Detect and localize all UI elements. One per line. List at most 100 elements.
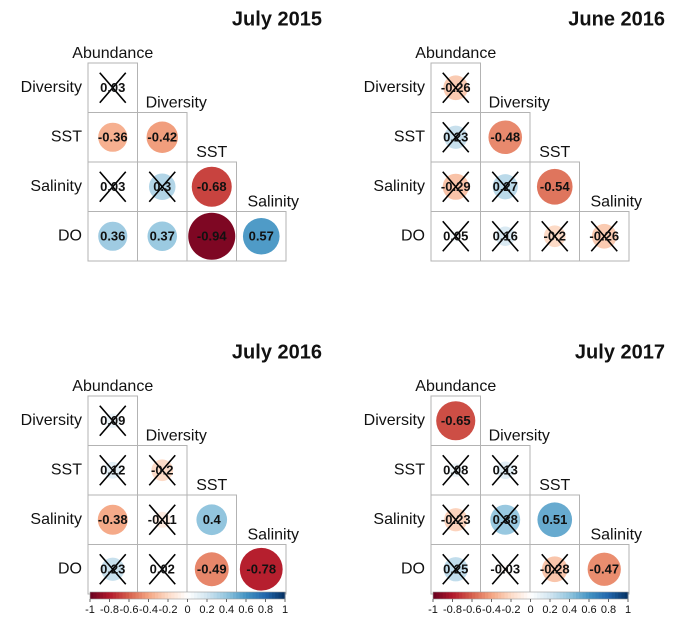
colorbar-segment (592, 592, 596, 599)
column-label: Abundance (72, 45, 153, 62)
insignificant-cross (442, 72, 470, 104)
colorbar-segment (436, 592, 440, 599)
colorbar-segment (255, 592, 260, 599)
correlation-label: -0.49 (197, 562, 227, 577)
colorbar-segment (472, 592, 476, 599)
column-label: Abundance (415, 378, 496, 395)
colorbar-segment (446, 592, 450, 599)
correlation-label: -0.03 (490, 562, 520, 577)
row-label: SST (51, 461, 82, 478)
colorbar-segment (498, 592, 502, 599)
colorbar-tick-label: 0.6 (581, 604, 596, 616)
colorbar-segment (556, 592, 561, 599)
row-label: SST (394, 128, 425, 145)
correlation-label: 0.57 (249, 229, 274, 244)
colorbar-segment (475, 592, 479, 599)
insignificant-cross (541, 220, 569, 252)
correlation-label: -0.26 (589, 229, 619, 244)
colorbar-segment (543, 592, 548, 599)
panel-title: June 2016 (568, 8, 665, 30)
colorbar-segment (161, 592, 166, 599)
colorbar-tick-label: 0 (184, 604, 190, 616)
colorbar-segment (90, 592, 94, 599)
correlation-label: 0.38 (493, 512, 518, 527)
colorbar-segment (96, 592, 101, 599)
colorbar-tick-label: -0.2 (502, 604, 521, 616)
insignificant-cross (491, 454, 519, 486)
correlation-label: -0.2 (151, 463, 173, 478)
colorbar-segment (563, 592, 567, 599)
colorbar-segment (618, 592, 622, 599)
colorbar-segment (116, 592, 120, 599)
column-label: Salinity (247, 527, 299, 544)
correlation-label: -0.2 (544, 229, 566, 244)
row-label: Salinity (373, 178, 425, 195)
correlation-label: 0.23 (443, 130, 468, 145)
colorbar-segment (236, 592, 240, 599)
insignificant-cross (148, 553, 176, 585)
colorbar-segment (200, 592, 205, 599)
colorbar-segment (142, 592, 146, 599)
colorbar-tick-label: 0.8 (258, 604, 273, 616)
correlation-label: 0.27 (493, 179, 518, 194)
correlation-label: -0.38 (98, 512, 128, 527)
row-label: SST (51, 128, 82, 145)
correlation-label: 0.37 (150, 229, 175, 244)
colorbar-segment (259, 592, 263, 599)
insignificant-cross (442, 454, 470, 486)
colorbar-segment (103, 592, 107, 599)
colorbar-segment (478, 592, 483, 599)
insignificant-cross (491, 220, 519, 252)
colorbar-segment (151, 592, 156, 599)
colorbar-segment (109, 592, 114, 599)
colorbar-segment (138, 592, 143, 599)
correlation-label: 0.09 (100, 413, 125, 428)
colorbar-tick-label: 0 (527, 604, 533, 616)
column-label: SST (539, 144, 570, 161)
correlation-label: 0.3 (153, 179, 171, 194)
colorbar-segment (99, 592, 104, 599)
colorbar-segment (203, 592, 208, 599)
insignificant-cross (491, 504, 519, 536)
insignificant-cross (99, 454, 127, 486)
row-label: DO (401, 227, 425, 244)
colorbar-segment (576, 592, 580, 599)
correlation-circle (98, 122, 128, 152)
colorbar-segment (122, 592, 127, 599)
colorbar-segment (233, 592, 237, 599)
colorbar-segment (168, 592, 172, 599)
colorbar-tick-label: 0.2 (542, 604, 557, 616)
row-label: Diversity (21, 412, 82, 429)
row-label: Salinity (30, 511, 82, 528)
colorbar-segment (216, 592, 221, 599)
colorbar-segment (135, 592, 140, 599)
correlation-circle (97, 504, 128, 535)
colorbar-segment (504, 592, 509, 599)
colorbar-segment (514, 592, 518, 599)
colorbar-segment (119, 592, 123, 599)
correlation-label: 0.23 (100, 562, 125, 577)
column-label: Diversity (146, 428, 207, 445)
colorbar-segment (433, 592, 437, 599)
colorbar-segment (459, 592, 463, 599)
row-label: Salinity (30, 178, 82, 195)
colorbar-segment (278, 592, 283, 599)
colorbar-segment (155, 592, 159, 599)
colorbar-segment (494, 592, 499, 599)
correlation-label: -0.11 (148, 512, 177, 527)
correlation-label: 0.08 (443, 463, 468, 478)
colorbar-segment (229, 592, 234, 599)
colorbar-tick-label: -1 (428, 604, 438, 616)
colorbar-segment (540, 592, 544, 599)
correlation-label: -0.65 (441, 413, 471, 428)
correlation-label: -0.26 (441, 80, 471, 95)
colorbar-segment (268, 592, 273, 599)
colorbar-segment (265, 592, 270, 599)
colorbar-tick-label: -0.6 (120, 604, 139, 616)
column-label: Diversity (489, 428, 550, 445)
correlation-label: 0.4 (203, 512, 222, 527)
colorbar-segment (572, 592, 577, 599)
row-label: DO (58, 227, 82, 244)
colorbar-tick-label: 1 (625, 604, 631, 616)
